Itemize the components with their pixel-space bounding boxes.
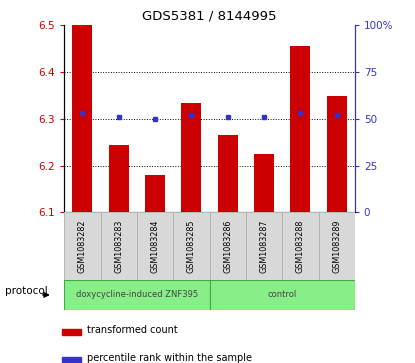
Title: GDS5381 / 8144995: GDS5381 / 8144995: [142, 10, 277, 23]
Text: control: control: [268, 290, 297, 299]
Text: transformed count: transformed count: [87, 325, 178, 335]
Bar: [282, 212, 319, 280]
Text: protocol: protocol: [5, 286, 48, 296]
Bar: [210, 280, 355, 310]
Text: percentile rank within the sample: percentile rank within the sample: [87, 353, 252, 363]
Bar: [246, 212, 282, 280]
Text: GSM1083289: GSM1083289: [332, 219, 341, 273]
Text: GSM1083288: GSM1083288: [296, 219, 305, 273]
Text: GSM1083284: GSM1083284: [151, 219, 160, 273]
Bar: [137, 212, 173, 280]
Bar: [218, 135, 238, 212]
Bar: [64, 280, 210, 310]
Bar: [181, 102, 201, 212]
Bar: [62, 357, 81, 363]
Bar: [73, 25, 93, 212]
Text: doxycycline-induced ZNF395: doxycycline-induced ZNF395: [76, 290, 198, 299]
Bar: [210, 212, 246, 280]
Bar: [319, 212, 355, 280]
Bar: [290, 46, 310, 212]
Text: GSM1083282: GSM1083282: [78, 219, 87, 273]
Text: GSM1083286: GSM1083286: [223, 219, 232, 273]
Bar: [109, 144, 129, 212]
Bar: [64, 212, 101, 280]
Bar: [327, 95, 347, 212]
Bar: [254, 154, 274, 212]
Bar: [173, 212, 210, 280]
Bar: [145, 175, 165, 212]
Text: GSM1083287: GSM1083287: [259, 219, 269, 273]
Bar: [62, 330, 81, 335]
Bar: [100, 212, 137, 280]
Text: GSM1083283: GSM1083283: [114, 219, 123, 273]
Text: GSM1083285: GSM1083285: [187, 219, 196, 273]
